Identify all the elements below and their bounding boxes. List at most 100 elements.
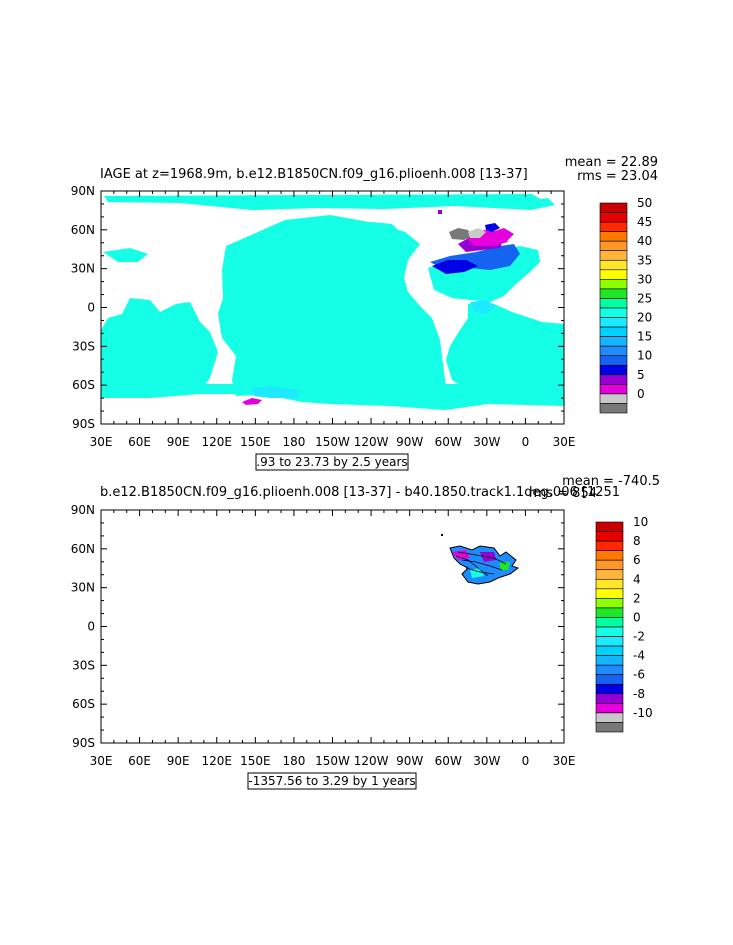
lon-tick-label: 30E — [90, 435, 113, 449]
lon-tick-label: 120E — [202, 754, 233, 768]
colorbar-box — [595, 683, 624, 695]
antarctic-magenta-patch — [242, 398, 262, 405]
colorbar-label: -8 — [633, 687, 645, 701]
panel-1-mean: mean = 22.89 — [565, 155, 658, 170]
lon-tick-label: 60W — [435, 754, 462, 768]
colorbar-box — [599, 221, 628, 232]
colorbar-box — [599, 384, 628, 395]
south-atlantic — [446, 302, 564, 392]
colorbar-box — [595, 617, 624, 628]
bering-sea — [356, 222, 402, 240]
colorbar-label: 25 — [637, 291, 652, 305]
colorbar-box — [595, 598, 624, 609]
colorbar-label: 45 — [637, 215, 652, 229]
colorbar-label: 2 — [633, 591, 641, 605]
colorbar-label: 10 — [637, 349, 652, 363]
lat-tick-label: 30N — [71, 581, 95, 595]
southern-ocean — [101, 376, 564, 410]
weddell-blue — [252, 386, 300, 398]
lat-tick-label: 60S — [72, 697, 95, 711]
colorbar-box — [595, 626, 624, 637]
lon-tick-label: 30E — [90, 754, 113, 768]
colorbar-box — [595, 569, 624, 580]
lon-tick-label: 60E — [128, 754, 151, 768]
colorbar-box — [595, 636, 624, 647]
colorbar-box — [599, 326, 628, 337]
lat-tick-label: 90S — [72, 417, 95, 431]
colorbar-box — [599, 288, 628, 299]
lon-tick-label: 60E — [128, 435, 151, 449]
colorbar-box — [599, 212, 628, 223]
lon-tick-label: 60W — [435, 435, 462, 449]
baffin-blue — [485, 223, 500, 232]
lat-tick-label: 90S — [72, 736, 95, 750]
panel-1-contour-info-box — [255, 453, 409, 471]
colorbar-label: 8 — [633, 534, 641, 548]
deep-western-boundary — [432, 260, 478, 274]
colorbar-box — [595, 664, 624, 676]
difference-field-green — [500, 562, 510, 570]
lon-tick-label: 150E — [240, 435, 271, 449]
colorbar-box — [595, 655, 624, 666]
nordic-seas-magenta — [486, 228, 514, 242]
panel-1-title: IAGE at z=1968.9m, b.e12.B1850CN.f09_g16… — [100, 167, 528, 182]
lon-tick-label: 120W — [354, 435, 389, 449]
colorbar-box — [599, 345, 628, 357]
colorbar-label: 0 — [633, 610, 641, 624]
colorbar-box — [595, 703, 624, 714]
panel-2-contour-info-box — [247, 772, 417, 790]
colorbar-box — [599, 336, 628, 347]
panel-1-contour-info: .93 to 23.73 by 2.5 years — [256, 455, 407, 469]
panel-1-ocean-age-map: IAGE at z=1968.9m, b.e12.B1850CN.f09_g16… — [71, 155, 658, 471]
lat-tick-label: 30N — [71, 262, 95, 276]
panel-2-difference-map: mean = -740.5 rms = 854 b.e12.B1850CN.f0… — [71, 474, 660, 790]
lon-tick-label: 180 — [282, 435, 305, 449]
colorbar-box — [595, 559, 624, 571]
colorbar-box — [599, 279, 628, 290]
colorbar-label: 35 — [637, 253, 652, 267]
colorbar-label: 0 — [637, 387, 645, 401]
colorbar-box — [599, 403, 628, 414]
lon-tick-label: 30W — [473, 754, 500, 768]
colorbar-box — [595, 578, 624, 590]
panel-2-mean: mean = -740.5 — [562, 474, 660, 489]
small-island-dot — [438, 210, 442, 214]
difference-field-contours — [455, 551, 507, 577]
colorbar-box — [599, 250, 628, 261]
colorbar-label: 4 — [633, 572, 641, 586]
colorbar-label: 30 — [637, 272, 652, 286]
lon-tick-label: 0 — [522, 435, 530, 449]
colorbar-label: 5 — [637, 368, 645, 382]
colorbar-box — [595, 722, 624, 733]
colorbar-box — [595, 531, 624, 542]
panel-2-ticks: 30E 60E 90E 120E 150E 180 150W 120W 90W 60W 30W 0 30… — [71, 503, 576, 768]
colorbar-box — [599, 259, 628, 271]
south-atlantic-blue-tint — [470, 300, 496, 314]
lon-tick-label: 180 — [282, 754, 305, 768]
lat-tick-label: 60S — [72, 378, 95, 392]
lon-tick-label: 90E — [167, 754, 190, 768]
colorbar-label: -2 — [633, 630, 645, 644]
colorbar-box — [599, 269, 628, 280]
lon-tick-label: 150W — [315, 754, 350, 768]
colorbar-label: 40 — [637, 234, 652, 248]
colorbar-label: 15 — [637, 330, 652, 344]
colorbar-box — [599, 364, 628, 376]
indian-ocean — [101, 298, 218, 396]
colorbar-box — [595, 645, 624, 656]
colorbar-box — [599, 240, 628, 252]
panel-2-field — [441, 534, 520, 585]
lat-tick-label: 30S — [72, 339, 95, 353]
colorbar-label: -10 — [633, 706, 653, 720]
arctic-ocean — [104, 194, 555, 210]
lon-tick-label: 120E — [202, 435, 233, 449]
lon-tick-label: 90W — [396, 435, 423, 449]
lat-tick-label: 60N — [71, 223, 95, 237]
lat-tick-label: 90N — [71, 184, 95, 198]
lat-tick-label: 0 — [87, 301, 95, 315]
colorbar-box — [599, 393, 628, 404]
colorbar-box — [595, 693, 624, 704]
colorbar-box — [599, 298, 628, 309]
